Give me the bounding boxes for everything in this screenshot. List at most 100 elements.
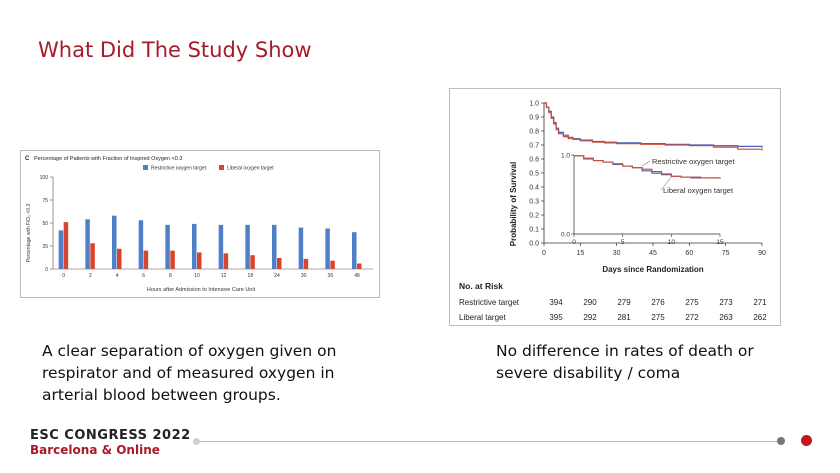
- caption-left: A clear separation of oxygen given on re…: [42, 342, 337, 404]
- bar-x-tick-label: 36: [328, 273, 334, 279]
- survival-curve-chart: Probability of Survival Days since Rando…: [509, 101, 766, 275]
- inset-x-tick-label: 10: [668, 239, 676, 246]
- bar-restrictive: [138, 220, 144, 269]
- inset-line-liberal: [574, 155, 721, 179]
- bar-restrictive: [272, 224, 277, 269]
- bar-liberal: [223, 253, 229, 269]
- survival-x-tick-label: 75: [722, 250, 730, 257]
- bar-restrictive: [58, 230, 64, 269]
- progress-dot-start: [193, 438, 200, 445]
- survival-y-tick-label: 1.0: [529, 101, 539, 108]
- risk-cell: 281: [617, 313, 631, 322]
- inset-x-tick-label: 5: [621, 239, 625, 246]
- annotation-restrictive: Restrictive oxygen target: [652, 157, 735, 166]
- bar-x-tick-label: 30: [301, 273, 307, 279]
- survival-x-tick-label: 45: [649, 250, 657, 257]
- risk-cell: 290: [583, 298, 597, 307]
- bar-liberal: [63, 222, 69, 269]
- bar-x-tick-label: 0: [62, 273, 65, 279]
- risk-table: No. at Risk Restrictive target 394 290 2…: [459, 281, 777, 325]
- risk-cell: 395: [549, 313, 563, 322]
- survival-y-tick-label: 0.9: [529, 115, 539, 122]
- risk-cell: 263: [719, 313, 733, 322]
- progress-dot-end: [801, 435, 812, 446]
- bar-y-tick-label: 0: [45, 267, 48, 273]
- bar-liberal: [90, 243, 95, 269]
- bar-liberal: [277, 257, 282, 269]
- survival-y-tick-label: 0.7: [529, 143, 539, 150]
- bar-liberal: [303, 258, 309, 269]
- inset-y-tick-label: 0.0: [561, 232, 570, 239]
- survival-y-tick-label: 0.1: [529, 227, 539, 234]
- risk-cell: 273: [719, 298, 733, 307]
- slide-title: What Did The Study Show: [38, 38, 312, 62]
- survival-x-tick-label: 30: [613, 250, 621, 257]
- legend-label-liberal: Liberal oxygen target: [227, 166, 274, 172]
- bar-x-tick-label: 4: [116, 273, 119, 279]
- fio2-bar-chart-figure: C Percentage of Patients with Fraction o…: [20, 150, 380, 298]
- bar-restrictive: [352, 232, 357, 269]
- survival-curve-figure: Probability of Survival Days since Rando…: [449, 88, 781, 326]
- footer-divider: [196, 441, 780, 442]
- risk-row-label: Restrictive target: [459, 298, 520, 307]
- bar-restrictive: [85, 219, 90, 269]
- survival-y-tick-label: 0.0: [529, 241, 539, 248]
- legend-swatch-liberal: [219, 165, 224, 170]
- annotation-liberal: Liberal oxygen target: [663, 186, 734, 195]
- annotation-leader-liberal: [660, 176, 672, 191]
- bar-restrictive: [325, 228, 330, 269]
- annotation-leader-restrictive: [641, 160, 651, 167]
- bar-y-tick-label: 75: [42, 198, 48, 204]
- risk-cell: 394: [549, 298, 563, 307]
- fio2-bar-chart: C Percentage of Patients with Fraction o…: [25, 156, 373, 293]
- risk-cell: 262: [753, 313, 767, 322]
- risk-row-liberal: Liberal target 395 292 281 275 272 263 2…: [459, 310, 777, 325]
- bar-x-tick-label: 2: [89, 273, 92, 279]
- bar-x-tick-label: 10: [194, 273, 200, 279]
- bar-liberal: [143, 250, 149, 269]
- bar-liberal: [330, 260, 335, 269]
- bar-liberal: [357, 263, 362, 269]
- bar-restrictive: [298, 227, 304, 269]
- risk-cell: 275: [651, 313, 665, 322]
- bar-x-tick-label: 48: [354, 273, 360, 279]
- brand-title: ESC CONGRESS 2022: [30, 428, 191, 443]
- bar-y-tick-label: 100: [40, 175, 49, 181]
- risk-cell: 271: [753, 298, 767, 307]
- survival-x-tick-label: 90: [758, 250, 766, 257]
- inset-y-tick-label: 1.0: [561, 153, 570, 160]
- survival-x-tick-label: 15: [576, 250, 584, 257]
- survival-y-tick-label: 0.6: [529, 157, 539, 164]
- bar-x-tick-label: 8: [169, 273, 172, 279]
- survival-y-tick-label: 0.3: [529, 199, 539, 206]
- inset-x-tick-label: 15: [716, 239, 724, 246]
- legend-swatch-restrictive: [143, 165, 148, 170]
- risk-cell: 279: [617, 298, 631, 307]
- survival-y-tick-label: 0.8: [529, 129, 539, 136]
- bar-restrictive: [112, 215, 117, 269]
- bar-liberal: [170, 250, 175, 269]
- bar-restrictive: [245, 224, 250, 269]
- progress-dot-current: [777, 437, 785, 445]
- caption-right: No difference in rates of death or sever…: [496, 342, 754, 382]
- bar-x-tick-label: 24: [274, 273, 280, 279]
- risk-table-header: No. at Risk: [459, 281, 503, 291]
- bar-x-axis-label: Hours after Admission to Intensive Care …: [147, 287, 256, 293]
- survival-y-tick-label: 0.2: [529, 213, 539, 220]
- risk-cell: 275: [685, 298, 699, 307]
- bar-x-tick-label: 18: [248, 273, 254, 279]
- risk-row-restrictive: Restrictive target 394 290 279 276 275 2…: [459, 295, 777, 310]
- risk-cell: 292: [583, 313, 597, 322]
- survival-y-tick-label: 0.4: [529, 185, 539, 192]
- survival-x-axis-label: Days since Randomization: [602, 265, 703, 274]
- bar-chart-title: Percentage of Patients with Fraction of …: [34, 156, 182, 162]
- risk-row-label: Liberal target: [459, 313, 506, 322]
- survival-y-axis-label: Probability of Survival: [509, 162, 518, 246]
- bar-panel-label: C: [25, 156, 30, 162]
- legend-label-restrictive: Restrictive oxygen target: [151, 166, 207, 172]
- bar-liberal: [250, 255, 255, 269]
- bar-x-tick-label: 12: [221, 273, 227, 279]
- bar-x-tick-label: 6: [142, 273, 145, 279]
- survival-line-restrictive: [544, 102, 763, 148]
- bar-liberal: [197, 252, 202, 269]
